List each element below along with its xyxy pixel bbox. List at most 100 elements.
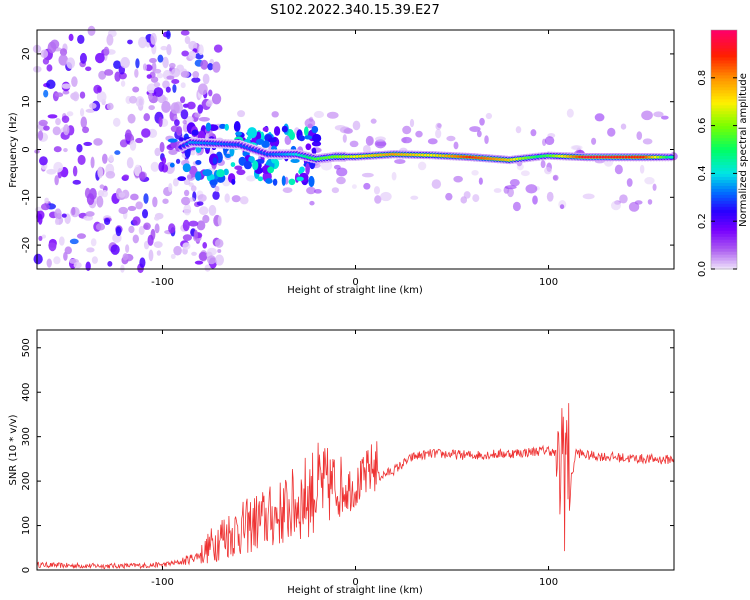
colorbar-step xyxy=(711,158,737,163)
colorbar-step xyxy=(711,71,737,76)
noise-blob xyxy=(126,157,134,169)
noise-blob xyxy=(188,40,198,51)
signal-blob xyxy=(191,129,199,136)
noise-blob xyxy=(153,241,163,248)
noise-blob xyxy=(122,253,129,261)
colorbar-step xyxy=(711,86,737,91)
noise-blob xyxy=(118,192,126,198)
noise-blob xyxy=(87,25,96,36)
signal-blob xyxy=(257,176,264,182)
signal-blob xyxy=(303,126,309,137)
noise-blob xyxy=(96,91,107,103)
spectrogram-ylabel: Frequency (Hz) xyxy=(8,112,19,188)
colorbar-step xyxy=(711,155,737,160)
noise-blob xyxy=(38,119,48,127)
noise-blob xyxy=(427,138,438,145)
signal-blob xyxy=(299,166,305,173)
signal-blob xyxy=(311,147,317,155)
noise-blob xyxy=(156,72,164,79)
y-tick-label: 100 xyxy=(21,516,32,535)
noise-blob xyxy=(158,116,163,128)
noise-blob xyxy=(208,89,213,97)
colorbar-step xyxy=(711,236,737,240)
tone-mark xyxy=(667,155,675,159)
colorbar-step xyxy=(711,35,737,40)
noise-blob xyxy=(197,104,204,114)
signal-blob xyxy=(233,120,241,133)
noise-blob xyxy=(217,215,222,226)
colorbar-step xyxy=(711,221,737,225)
signal-blob xyxy=(255,159,265,164)
snr-ylabel: SNR (10 * v/v) xyxy=(8,414,19,485)
noise-blob xyxy=(472,194,480,203)
snr-frame xyxy=(36,329,675,571)
noise-blob xyxy=(191,77,201,83)
colorbar-step xyxy=(711,30,737,34)
colorbar-step xyxy=(711,107,737,112)
noise-blob xyxy=(445,192,453,201)
noise-blob xyxy=(181,196,191,206)
noise-blob xyxy=(271,111,279,118)
noise-blob xyxy=(42,57,50,65)
colorbar-tick-label: 0.2 xyxy=(697,213,708,229)
noise-blob xyxy=(135,96,145,108)
noise-blob xyxy=(113,60,122,69)
colorbar-tick-label: 0.0 xyxy=(697,261,708,277)
noise-blob xyxy=(77,154,86,166)
spectrogram-marks xyxy=(32,25,678,274)
noise-blob xyxy=(106,102,114,111)
noise-blob xyxy=(183,189,190,197)
noise-blob xyxy=(363,182,371,190)
colorbar-step xyxy=(711,176,737,180)
noise-blob xyxy=(512,201,521,212)
noise-blob xyxy=(86,247,95,253)
noise-blob xyxy=(160,45,168,51)
noise-blob xyxy=(134,164,142,177)
noise-blob xyxy=(485,112,493,120)
colorbar-step xyxy=(711,59,737,64)
colorbar-step xyxy=(711,182,737,186)
signal-blob xyxy=(267,166,275,174)
noise-blob xyxy=(212,61,221,73)
noise-blob xyxy=(33,253,43,265)
noise-blob xyxy=(161,100,171,113)
y-tick-label: -10 xyxy=(21,189,32,205)
noise-blob xyxy=(184,36,191,45)
colorbar-step xyxy=(711,113,737,118)
noise-blob xyxy=(309,200,315,206)
signal-blob xyxy=(308,175,315,188)
signal-blob xyxy=(167,138,178,143)
noise-blob xyxy=(159,141,165,153)
noise-blob xyxy=(180,96,186,104)
colorbar-step xyxy=(711,95,737,100)
noise-blob xyxy=(38,235,43,241)
noise-blob xyxy=(152,196,158,208)
noise-blob xyxy=(214,185,220,192)
noise-blob xyxy=(476,130,482,138)
colorbar-step xyxy=(711,32,737,37)
noise-blob xyxy=(147,93,153,100)
noise-blob xyxy=(106,33,114,46)
noise-blob xyxy=(125,244,130,253)
colorbar-step xyxy=(711,56,737,61)
noise-blob xyxy=(66,57,76,69)
noise-blob xyxy=(180,30,190,36)
noise-blob xyxy=(504,185,517,190)
noise-blob xyxy=(239,196,249,205)
noise-blob xyxy=(224,193,230,203)
noise-blob xyxy=(52,126,61,136)
noise-blob xyxy=(644,176,655,185)
noise-blob xyxy=(212,190,220,200)
signal-blob xyxy=(304,135,313,140)
noise-blob xyxy=(77,34,85,44)
noise-blob xyxy=(165,86,171,93)
noise-blob xyxy=(435,129,442,139)
noise-blob xyxy=(525,184,538,194)
noise-blob xyxy=(128,95,138,104)
noise-blob xyxy=(168,149,178,155)
colorbar-step xyxy=(711,116,737,121)
x-tick-label: 0 xyxy=(352,577,358,588)
signal-blob xyxy=(288,178,296,186)
y-tick-label: 200 xyxy=(21,472,32,491)
noise-blob xyxy=(409,118,415,128)
